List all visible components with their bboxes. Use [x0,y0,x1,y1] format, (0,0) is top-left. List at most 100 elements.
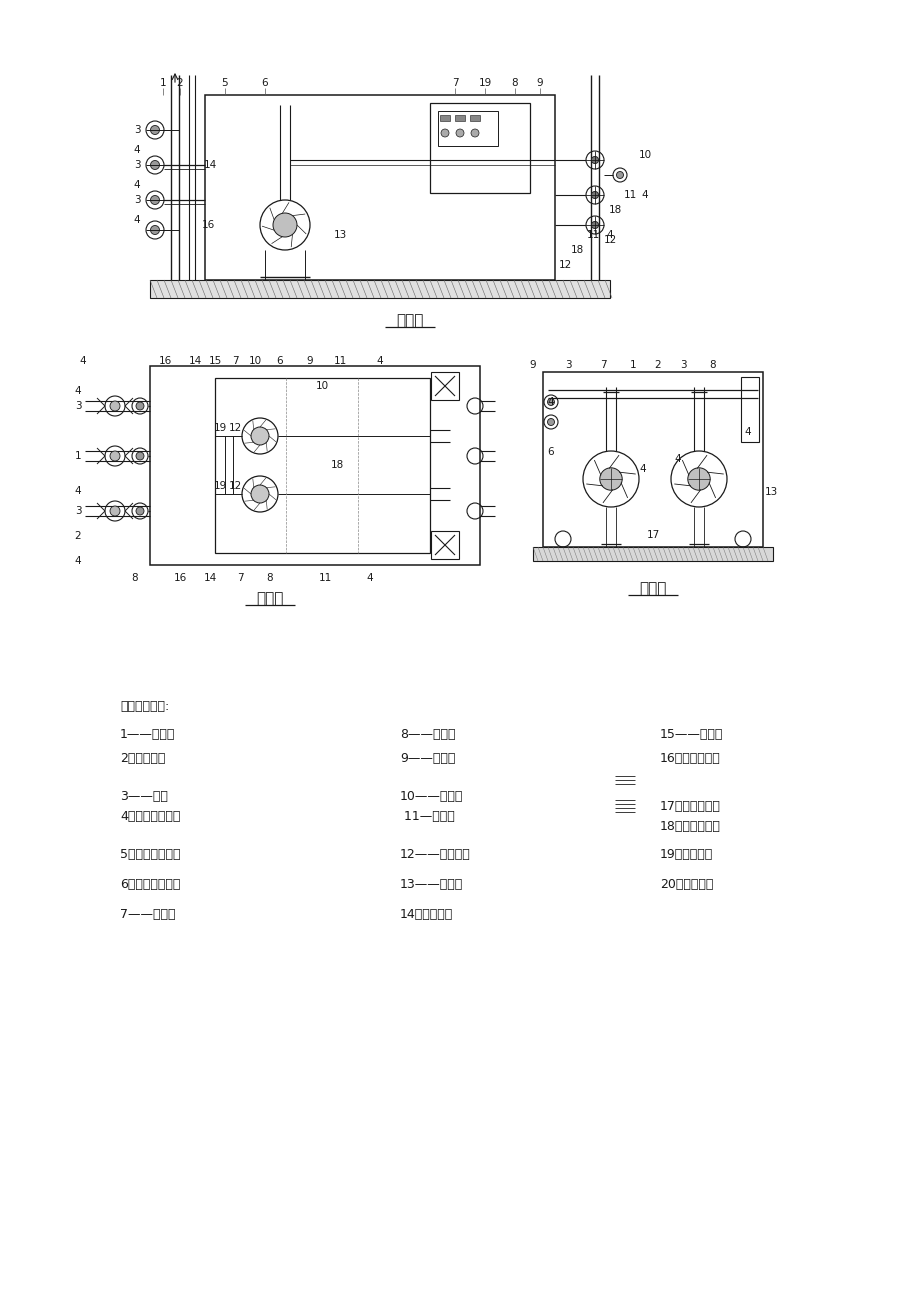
Text: 19: 19 [478,78,491,88]
Text: 2一一出水管: 2一一出水管 [119,752,165,765]
Text: 6: 6 [547,448,554,457]
Circle shape [110,401,119,411]
Text: 3: 3 [564,360,571,369]
Text: 4: 4 [547,397,554,407]
Text: 3: 3 [133,160,141,170]
Text: 16: 16 [173,572,187,583]
Text: 9: 9 [529,360,536,369]
Text: 2: 2 [654,360,661,369]
Text: 标引序号说明:: 标引序号说明: [119,700,169,713]
Text: 平面图: 平面图 [256,591,283,606]
Circle shape [456,129,463,137]
Text: 17一一固液分离: 17一一固液分离 [659,800,720,813]
Text: 3: 3 [74,506,81,516]
Text: 3——阀门: 3——阀门 [119,790,167,803]
Bar [150,280,609,298]
Text: 4: 4 [743,427,751,437]
Text: 5一一液位控制器: 5一一液位控制器 [119,848,180,861]
Text: 7——电控筱: 7——电控筱 [119,908,176,921]
Bar [455,114,464,121]
Text: 10: 10 [315,381,328,392]
Text: 4: 4 [133,180,141,190]
Text: 3: 3 [133,195,141,206]
Text: 16: 16 [158,356,172,366]
Bar [205,95,554,280]
Circle shape [591,156,598,164]
Text: 2: 2 [74,531,81,541]
Text: 1: 1 [160,78,166,88]
Circle shape [110,451,119,461]
Text: 19: 19 [213,481,226,490]
Text: 4: 4 [133,144,141,155]
Text: 3: 3 [74,401,81,411]
Text: 7: 7 [599,360,606,369]
Circle shape [547,419,554,425]
Text: 4: 4 [639,464,646,474]
Circle shape [151,125,159,134]
Text: 4一一球形止回阀: 4一一球形止回阀 [119,811,180,824]
Text: 14: 14 [188,356,201,366]
Text: 14: 14 [203,160,216,170]
Text: 4: 4 [641,190,648,200]
Text: 16一一自清洗装: 16一一自清洗装 [659,752,720,765]
Text: 12——水泵支座: 12——水泵支座 [400,848,471,861]
Text: 立面图: 立面图 [396,314,424,328]
Text: 16: 16 [201,220,214,230]
Text: 5: 5 [221,78,228,88]
Text: 8: 8 [267,572,273,583]
Text: 15: 15 [208,356,221,366]
Circle shape [591,191,598,199]
Text: 9——集水筱: 9——集水筱 [400,752,455,765]
Text: 12: 12 [603,235,616,245]
Circle shape [136,402,144,410]
Circle shape [599,468,621,490]
Text: 13: 13 [333,230,346,239]
Text: 2: 2 [176,78,183,88]
Text: 20一一隔振坠: 20一一隔振坠 [659,878,712,891]
Circle shape [151,160,159,169]
Text: 14一一异径管: 14一一异径管 [400,908,453,921]
Text: 6: 6 [261,78,268,88]
Text: 左视图: 左视图 [639,582,666,596]
Bar [437,111,497,146]
Text: 4: 4 [74,386,81,396]
Bar [439,114,449,121]
Text: 18: 18 [330,461,344,470]
Text: 8: 8 [709,360,716,369]
Text: 19一一压力表: 19一一压力表 [659,848,712,861]
Text: 14: 14 [203,572,216,583]
Bar [430,531,459,559]
Text: 12: 12 [228,481,242,490]
Circle shape [151,195,159,204]
Circle shape [251,485,268,503]
Text: 13——排空阀: 13——排空阀 [400,878,463,891]
Text: 18: 18 [607,206,621,215]
Circle shape [547,398,554,406]
Circle shape [136,451,144,461]
Bar [430,372,459,399]
Circle shape [440,129,448,137]
Text: 1: 1 [74,451,81,461]
Text: 4: 4 [367,572,373,583]
Text: 9: 9 [536,78,543,88]
Circle shape [136,507,144,515]
Text: 6一一密闭检修孔: 6一一密闭检修孔 [119,878,180,891]
Text: 13: 13 [764,487,777,497]
Text: 7: 7 [451,78,458,88]
Text: 4: 4 [133,215,141,225]
Text: 9: 9 [306,356,313,366]
Text: 4: 4 [80,356,86,366]
Bar [532,546,772,561]
Text: 4: 4 [606,230,613,239]
Text: 10——电动阀: 10——电动阀 [400,790,463,803]
Text: 1——进水管: 1——进水管 [119,729,176,742]
Text: 4: 4 [376,356,383,366]
Text: 8: 8 [511,78,517,88]
Circle shape [251,427,268,445]
Text: 19: 19 [213,423,226,433]
Text: 7: 7 [232,356,238,366]
Circle shape [471,129,479,137]
Circle shape [687,468,709,490]
Bar [215,379,429,553]
Text: 4: 4 [74,487,81,496]
